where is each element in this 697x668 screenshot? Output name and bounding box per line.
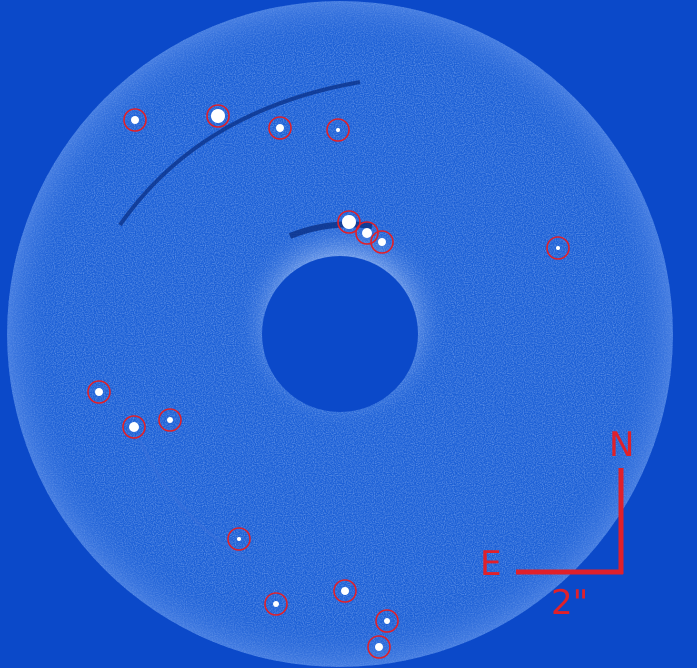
source-marker-circle[interactable] (546, 236, 570, 260)
point-source (273, 601, 279, 607)
source-markers (87, 104, 570, 659)
disk-arc-lower (138, 439, 251, 562)
source-marker-circle[interactable] (227, 527, 251, 551)
point-source (384, 618, 390, 624)
source-marker-circle[interactable] (337, 210, 361, 234)
source-marker-circle[interactable] (158, 408, 182, 432)
point-source (95, 388, 103, 396)
point-source (375, 643, 383, 651)
point-source (211, 109, 225, 123)
point-source (276, 124, 284, 132)
disk-arc-upper (118, 80, 361, 227)
disk-arc-inner (288, 221, 373, 239)
source-marker-circle[interactable] (326, 118, 350, 142)
point-source (342, 215, 356, 229)
point-source (362, 228, 372, 238)
point-source (378, 238, 386, 246)
source-marker-circle[interactable] (355, 221, 379, 245)
scale-label: 2" (551, 583, 588, 623)
source-marker-circle[interactable] (206, 104, 230, 128)
compass: N E 2" (480, 425, 634, 623)
source-marker-circle[interactable] (268, 116, 292, 140)
source-marker-circle[interactable] (87, 380, 111, 404)
source-marker-circle[interactable] (333, 579, 357, 603)
point-source (336, 128, 340, 132)
point-source (341, 587, 349, 595)
point-source (167, 417, 173, 423)
source-marker-circle[interactable] (264, 592, 288, 616)
point-source (237, 537, 241, 541)
point-sources (95, 109, 560, 651)
source-marker-circle[interactable] (123, 108, 147, 132)
point-source (131, 116, 139, 124)
coronagraph-mask (262, 256, 418, 412)
source-marker-circle[interactable] (367, 635, 391, 659)
north-label: N (609, 425, 634, 465)
source-marker-circle[interactable] (370, 230, 394, 254)
source-marker-circle[interactable] (375, 609, 399, 633)
point-source (556, 246, 560, 250)
point-source (129, 422, 139, 432)
source-marker-circle[interactable] (122, 415, 146, 439)
east-label: E (480, 544, 501, 584)
